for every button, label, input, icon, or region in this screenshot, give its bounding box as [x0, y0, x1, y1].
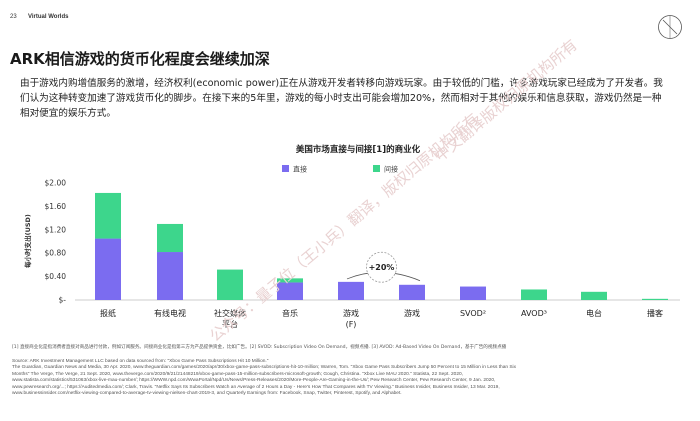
intro-paragraph: 由于游戏内购增值服务的激增，经济权利(economic power)正在从游戏开… [20, 78, 663, 119]
legend-swatch [282, 165, 289, 172]
chart-title: 美国市场直接与间接[1]的商业化 [296, 144, 421, 155]
bar-segment [157, 252, 183, 300]
x-tick-label: 音乐 [282, 308, 298, 318]
footnote: [1] 直接商业化是指消费者直接对商品进行付款，例如订阅服务。间接商业化是指第三… [12, 345, 507, 350]
bar-segment [157, 223, 183, 253]
bar-segment [642, 298, 668, 300]
legend-label: 间接 [384, 165, 398, 174]
bar-segment [95, 238, 121, 300]
source-line: www.businessinsider.com/netflix-viewing-… [12, 391, 402, 397]
annotation-bubble [366, 251, 397, 283]
y-tick-label: $2.00 [45, 179, 67, 188]
source-line: Months" The Verge, The Verge, 21 Sept. 2… [12, 371, 464, 377]
y-axis-label: 每小时支出(USD) [23, 214, 32, 268]
x-tick-label: AVOD³ [521, 309, 547, 318]
source-line: Source: ARK Investment Management LLC ba… [12, 359, 269, 364]
y-tick-label: $- [59, 296, 67, 305]
source-line: The Guardian, Guardian News and Media, 3… [12, 365, 517, 371]
x-tick-label: 报纸 [100, 308, 116, 318]
source-line: www.statista.com/statistics/531063/xbox-… [12, 378, 496, 384]
sources-block: Source: ARK Investment Management LLC ba… [12, 359, 692, 397]
x-tick-label: SVOD² [460, 309, 486, 318]
x-tick-label: 游戏(F) [343, 308, 359, 329]
bar-segment [521, 289, 547, 300]
y-tick-label: $1.60 [45, 202, 67, 211]
legend-swatch [373, 165, 380, 172]
y-tick-label: $0.40 [45, 272, 67, 281]
bar-segment [338, 281, 364, 300]
annotation-label: +20% [369, 263, 395, 272]
bar-segment [460, 286, 486, 300]
x-tick-label: 播客 [647, 308, 663, 318]
x-tick-label: 电台 [586, 308, 602, 318]
bar-segment [581, 291, 607, 300]
page-number: 23 [10, 14, 17, 20]
section-label: Virtual Worlds [28, 14, 69, 20]
bar-segment [277, 278, 303, 283]
page-title: ARK相信游戏的货币化程度会继续加深 [10, 50, 270, 68]
y-tick-label: $1.20 [45, 225, 67, 234]
bar-segment [217, 269, 243, 300]
legend-label: 直接 [293, 165, 307, 174]
y-tick-label: $0.80 [45, 249, 67, 258]
x-tick-label: 有线电视 [154, 308, 186, 318]
bar-segment [95, 192, 121, 239]
bar-segment [277, 282, 303, 300]
source-line: www.pewresearch.org/...; https://Audited… [12, 384, 500, 390]
ark-logo-icon [657, 14, 683, 40]
x-tick-label: 游戏 [404, 308, 420, 318]
bar-segment [399, 284, 425, 300]
x-tick-label: 社交媒体平台 [214, 308, 246, 329]
